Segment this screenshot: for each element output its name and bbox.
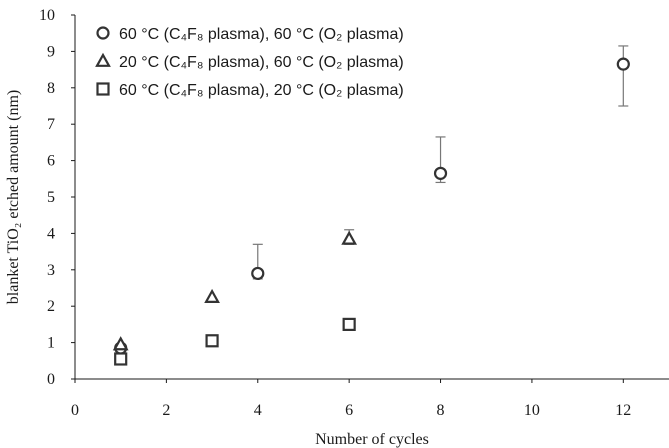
axes (71, 14, 669, 383)
error-bar (618, 45, 629, 107)
legend-label: 60 °C (C₄F₈ plasma), 20 °C (O₂ plasma) (119, 82, 404, 99)
x-tick-label: 2 (162, 402, 170, 419)
circle-data-point (616, 57, 630, 71)
y-tick-label: 4 (47, 225, 55, 242)
y-tick-label: 7 (47, 116, 55, 133)
legend: 60 °C (C₄F₈ plasma), 60 °C (O₂ plasma) 20… (95, 26, 404, 99)
y-tick-label: 10 (39, 7, 55, 24)
square-legend-icon (96, 82, 110, 96)
square-data-point (205, 334, 219, 348)
triangle-data-point (341, 230, 358, 245)
x-tick-labels: 0 2 4 6 8 10 12 (71, 402, 631, 419)
legend-label: 60 °C (C₄F₈ plasma), 60 °C (O₂ plasma) (119, 26, 404, 43)
y-tick-label: 8 (47, 80, 55, 97)
triangle-legend-icon (95, 52, 111, 67)
error-bars (252, 45, 629, 280)
x-tick-label: 8 (437, 402, 445, 419)
circle-data-point (433, 166, 448, 180)
triangle-data-point (204, 288, 220, 303)
y-axis-title: blanket TiO₂ etched amount (nm) (5, 90, 22, 304)
y-tick-label: 5 (47, 189, 55, 206)
legend-entry: 60 °C (C₄F₈ plasma), 60 °C (O₂ plasma) (96, 26, 404, 43)
circle-data-point (251, 266, 265, 281)
x-tick-label: 4 (254, 402, 262, 419)
x-tick-label: 10 (524, 402, 540, 419)
data-points (112, 57, 630, 366)
y-tick-label: 6 (47, 153, 55, 170)
x-tick-label: 6 (345, 402, 353, 419)
legend-entry: 60 °C (C₄F₈ plasma), 20 °C (O₂ plasma) (96, 82, 404, 99)
y-tick-label: 0 (47, 371, 55, 388)
y-tick-label: 2 (47, 298, 55, 315)
circle-legend-icon (96, 26, 110, 40)
y-tick-label: 9 (47, 43, 55, 60)
legend-label: 20 °C (C₄F₈ plasma), 60 °C (O₂ plasma) (119, 54, 404, 71)
legend-entry: 20 °C (C₄F₈ plasma), 60 °C (O₂ plasma) (95, 52, 404, 71)
square-data-point (114, 352, 128, 366)
square-data-point (342, 317, 356, 331)
x-tick-label: 0 (71, 402, 79, 419)
x-axis-title: Number of cycles (315, 431, 429, 448)
y-tick-labels: 0 1 2 3 4 5 6 7 8 9 10 (39, 7, 55, 388)
triangle-data-point (112, 336, 129, 351)
y-tick-label: 3 (47, 262, 55, 279)
x-tick-label: 12 (615, 402, 631, 419)
y-tick-label: 1 (47, 335, 55, 352)
